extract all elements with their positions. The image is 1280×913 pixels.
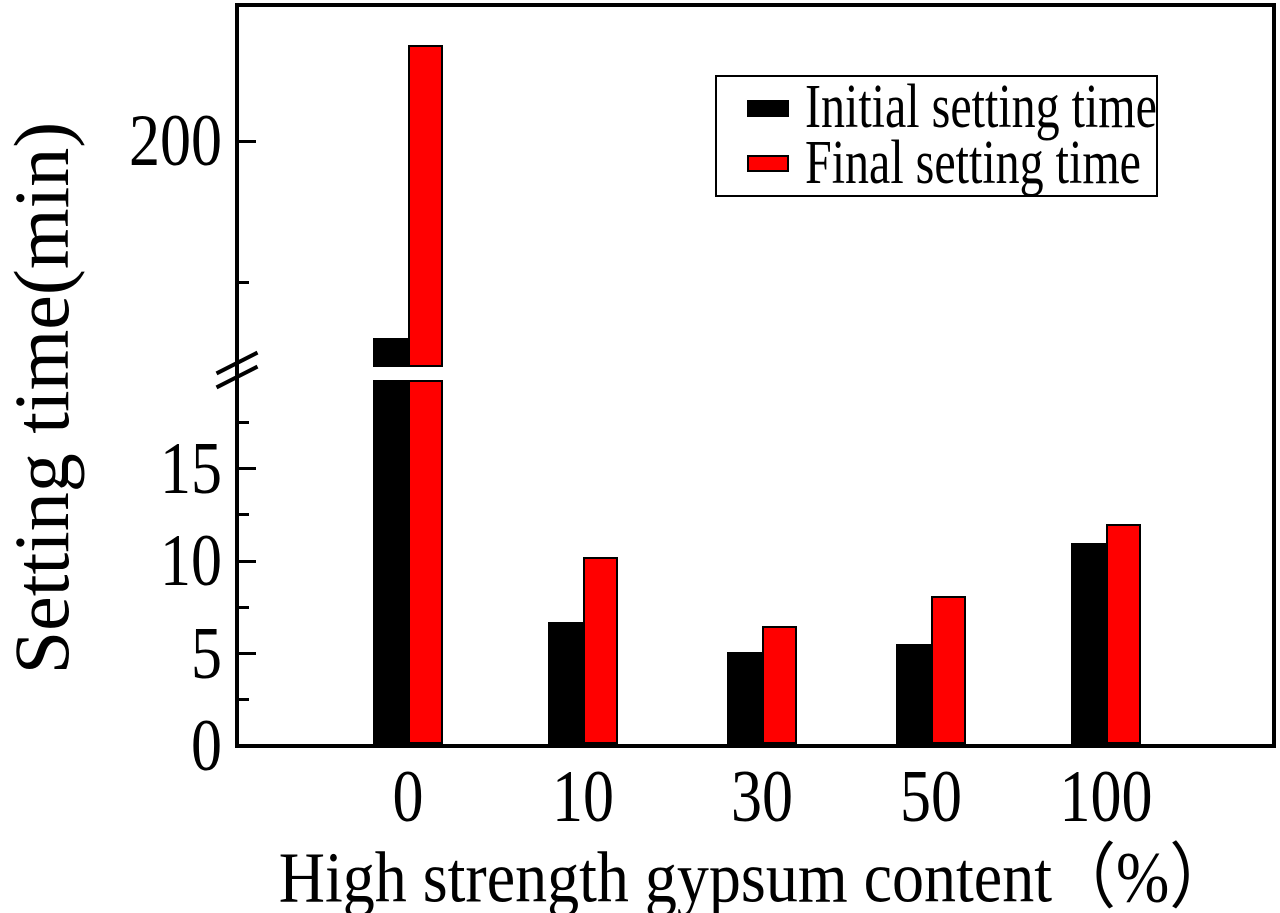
x-tick-label-30: 30 bbox=[731, 756, 793, 838]
legend: Initial setting time Final setting time bbox=[715, 75, 1158, 197]
y-tick-label-0: 0 bbox=[191, 705, 222, 787]
bar-initial-setting-time-cat-0-seg0 bbox=[373, 338, 408, 367]
y-axis-minor-tick bbox=[239, 698, 249, 702]
y-axis-major-tick bbox=[239, 467, 256, 470]
legend-swatch-final-icon bbox=[747, 155, 789, 173]
bar-initial-setting-time-cat-10 bbox=[548, 622, 583, 744]
y-tick-label-15: 15 bbox=[160, 427, 222, 510]
y-axis-major-tick bbox=[239, 652, 256, 655]
y-axis-major-tick bbox=[239, 139, 256, 143]
bar-final-setting-time-cat-0-seg1 bbox=[408, 380, 443, 744]
bar-final-setting-time-cat-100 bbox=[1106, 524, 1141, 744]
bar-initial-setting-time-cat-50 bbox=[896, 644, 931, 744]
y-tick-label-200: 200 bbox=[129, 100, 222, 182]
legend-item-initial: Initial setting time bbox=[747, 72, 1157, 142]
x-tick-label-0: 0 bbox=[392, 756, 424, 838]
y-axis-minor-tick bbox=[239, 420, 249, 424]
y-axis-minor-tick bbox=[239, 605, 249, 609]
bar-final-setting-time-cat-0-seg0 bbox=[408, 45, 443, 367]
legend-item-final: Final setting time bbox=[747, 127, 1156, 197]
x-tick-label-10: 10 bbox=[552, 756, 614, 838]
y-tick-label-10: 10 bbox=[160, 520, 222, 602]
x-tick-label-50: 50 bbox=[900, 756, 962, 838]
x-tick-label-100: 100 bbox=[1059, 756, 1153, 838]
bar-initial-setting-time-cat-0-seg1 bbox=[373, 380, 408, 744]
legend-label-initial: Initial setting time bbox=[805, 72, 1157, 142]
legend-swatch-initial-icon bbox=[747, 99, 789, 117]
y-axis-title: Setting time(min) bbox=[0, 121, 85, 675]
y-tick-label-5: 5 bbox=[191, 612, 222, 695]
x-axis-title: High strength gypsum content（%） bbox=[278, 837, 1234, 913]
bar-final-setting-time-cat-50 bbox=[931, 596, 966, 744]
bar-initial-setting-time-cat-100 bbox=[1071, 542, 1106, 744]
y-axis-major-tick bbox=[239, 559, 256, 563]
legend-label-final: Final setting time bbox=[805, 127, 1141, 197]
bar-initial-setting-time-cat-30 bbox=[727, 651, 762, 744]
bar-final-setting-time-cat-30 bbox=[762, 625, 797, 744]
bar-final-setting-time-cat-10 bbox=[583, 557, 618, 744]
y-axis-minor-tick bbox=[239, 513, 249, 517]
y-axis-minor-tick bbox=[239, 280, 249, 284]
